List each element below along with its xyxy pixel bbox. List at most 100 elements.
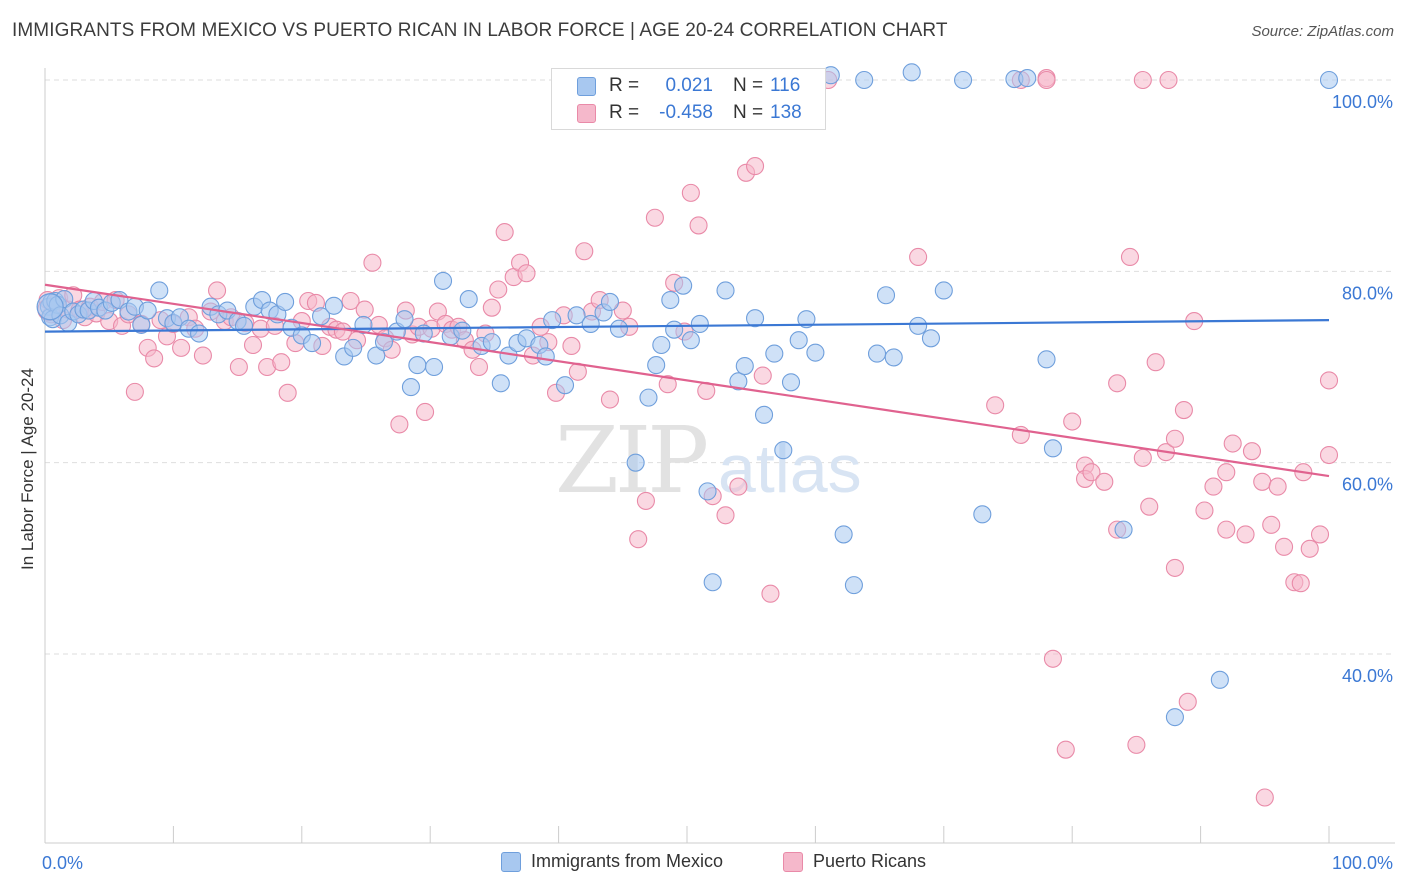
puerto-rican-point [517, 264, 536, 283]
puerto-rican-point [1037, 70, 1056, 90]
mexico-point [276, 292, 295, 311]
mexico-point [921, 329, 941, 348]
puerto-rican-point [761, 584, 780, 603]
mexico-point [884, 348, 903, 367]
mexico-point [581, 314, 600, 334]
puerto-rican-point [1043, 649, 1062, 668]
puerto-rican-point [746, 157, 765, 176]
puerto-rican-point [1291, 574, 1310, 593]
puerto-rican-point [341, 291, 360, 311]
puerto-rican-point [629, 530, 648, 549]
mexico-n-value: 116 [770, 75, 801, 96]
r-label: R = [609, 102, 640, 123]
puerto-rican-point [986, 396, 1005, 415]
puerto-rican-point [1223, 434, 1242, 453]
puerto-rican-point [208, 281, 227, 300]
puerto-rican-point [909, 247, 928, 267]
mexico-point [781, 373, 801, 392]
puerto-rican-point [1262, 515, 1281, 534]
mexico-point [973, 505, 992, 524]
mexico-points [36, 63, 1339, 727]
mexico-trend-line [44, 319, 1330, 333]
legend-item-puerto-ricans[interactable]: Puerto Ricans [783, 851, 926, 872]
puerto-rican-point [489, 280, 508, 299]
mexico-r-value: 0.021 [665, 75, 713, 96]
puerto-rican-point [390, 415, 409, 434]
puerto-rican-point [1056, 740, 1075, 759]
puerto-rican-point [1310, 525, 1330, 544]
grid-lines [45, 79, 1395, 655]
mexico-point [395, 310, 414, 329]
puerto-rican-point [753, 366, 772, 385]
puerto-rican-point [482, 298, 501, 317]
puerto-rican-point [689, 216, 708, 235]
puerto-rican-point [1268, 477, 1287, 496]
puerto-rican-point [355, 300, 374, 319]
puerto-rican-point [681, 183, 700, 202]
mexico-point [408, 356, 427, 375]
mexico-point [138, 301, 157, 320]
mexico-point [367, 346, 386, 365]
puerto-rican-point [613, 301, 632, 320]
mexico-point [647, 356, 666, 375]
mexico-point [746, 309, 765, 328]
mexico-point [626, 453, 645, 472]
legend-label-puerto-ricans: Puerto Ricans [813, 851, 927, 871]
mexico-point [1114, 520, 1133, 539]
puerto-rican-point [1165, 429, 1184, 448]
mexico-point [909, 316, 928, 335]
puerto-rican-point [1095, 472, 1114, 491]
mexico-point [600, 292, 620, 311]
puerto-rican-point [658, 375, 677, 394]
puerto-rican-point [1140, 497, 1159, 516]
puerto-rican-legend-swatch [783, 851, 803, 872]
mexico-point [698, 482, 717, 501]
puerto-rican-point [1165, 558, 1184, 577]
mexico-point [324, 296, 343, 315]
puerto-rican-point [145, 349, 164, 368]
puerto-rican-point [729, 477, 748, 496]
mexico-point [765, 344, 784, 363]
mexico-point [735, 356, 754, 376]
puerto-rican-point [1159, 70, 1178, 90]
puerto-rican-point [495, 223, 514, 242]
puerto-rican-point [416, 402, 435, 422]
mexico-point [681, 331, 700, 350]
puerto-rican-point [1195, 501, 1214, 520]
puerto-rican-point [1120, 247, 1140, 267]
mexico-legend-swatch [501, 851, 521, 872]
stats-row-mexico: R = 0.021 N = 116 [552, 73, 827, 99]
legend-item-mexico[interactable]: Immigrants from Mexico [501, 851, 723, 872]
mexico-point [567, 306, 586, 325]
puerto-rican-point [278, 383, 297, 402]
mexico-point [1210, 670, 1229, 689]
puerto-rican-point [600, 390, 620, 409]
source-label: Source: ZipAtlas.com [1251, 23, 1394, 40]
puerto-rican-point [1146, 353, 1165, 372]
puerto-rican-point [1108, 374, 1127, 393]
mexico-point [555, 376, 575, 395]
mexico-point [703, 573, 722, 592]
puerto-rican-point [1174, 400, 1193, 420]
mexico-point [797, 310, 816, 329]
puerto-rican-trend-line [44, 283, 1330, 478]
puerto-rican-n-value: 138 [770, 102, 802, 123]
puerto-rican-swatch [577, 104, 596, 123]
mexico-point [491, 374, 510, 393]
mexico-point [1043, 439, 1062, 458]
puerto-rican-point [1319, 445, 1339, 465]
bottom-legend: Immigrants from Mexico Puerto Ricans [0, 851, 1406, 877]
mexico-point [190, 324, 209, 343]
mexico-point [482, 333, 501, 352]
x-tick-label-min: 0.0% [42, 853, 83, 873]
puerto-rican-point [645, 208, 664, 227]
mexico-point [774, 441, 793, 460]
puerto-rican-point [1178, 692, 1197, 711]
mexico-point [954, 70, 973, 90]
puerto-rican-point [333, 322, 352, 341]
puerto-rican-point [1275, 537, 1294, 556]
puerto-rican-point [469, 357, 489, 377]
mexico-point [234, 316, 254, 335]
puerto-rican-point [1253, 472, 1272, 491]
